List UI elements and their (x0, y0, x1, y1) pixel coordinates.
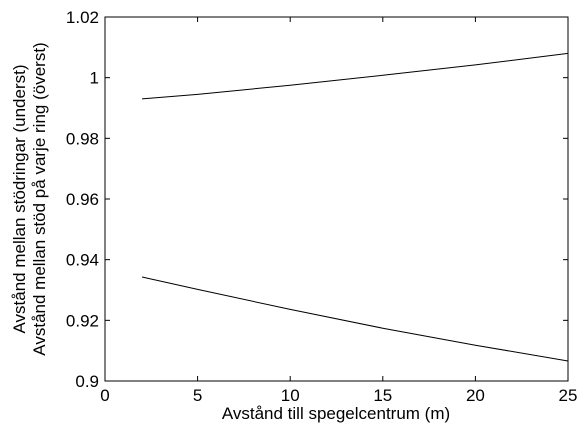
x-tick-label: 0 (100, 386, 109, 405)
y-tick-label: 0.98 (66, 129, 99, 148)
y-tick-label: 0.9 (75, 372, 99, 391)
y-axis-title-line-2: Avstånd mellan stöd på varje ring (övers… (30, 42, 49, 355)
series-layer (141, 52, 569, 362)
x-tick-label: 20 (466, 386, 485, 405)
x-tick-label: 25 (559, 386, 578, 405)
x-tick-label: 5 (193, 386, 202, 405)
y-axis-title: Avstånd mellan stödringar (underst) Avst… (10, 42, 49, 355)
x-tick-label: 10 (281, 386, 300, 405)
series-line-lower (141, 276, 569, 362)
x-axis-title: Avstånd till spegelcentrum (m) (222, 404, 450, 423)
tick-label-layer: 0 5 10 15 20 25 0.9 0.92 0.94 0.96 0.98 1 1.02 (66, 8, 578, 405)
y-axis-title-line-1: Avstånd mellan stödringar (underst) (10, 65, 29, 334)
y-tick-label: 1 (90, 69, 99, 88)
series-line-upper (141, 52, 569, 100)
y-tick-label: 0.96 (66, 190, 99, 209)
x-tick-label: 15 (373, 386, 392, 405)
y-tick-label: 1.02 (66, 8, 99, 27)
y-tick-label: 0.92 (66, 311, 99, 330)
y-tick-label: 0.94 (66, 251, 99, 270)
plot-frame (104, 16, 569, 382)
